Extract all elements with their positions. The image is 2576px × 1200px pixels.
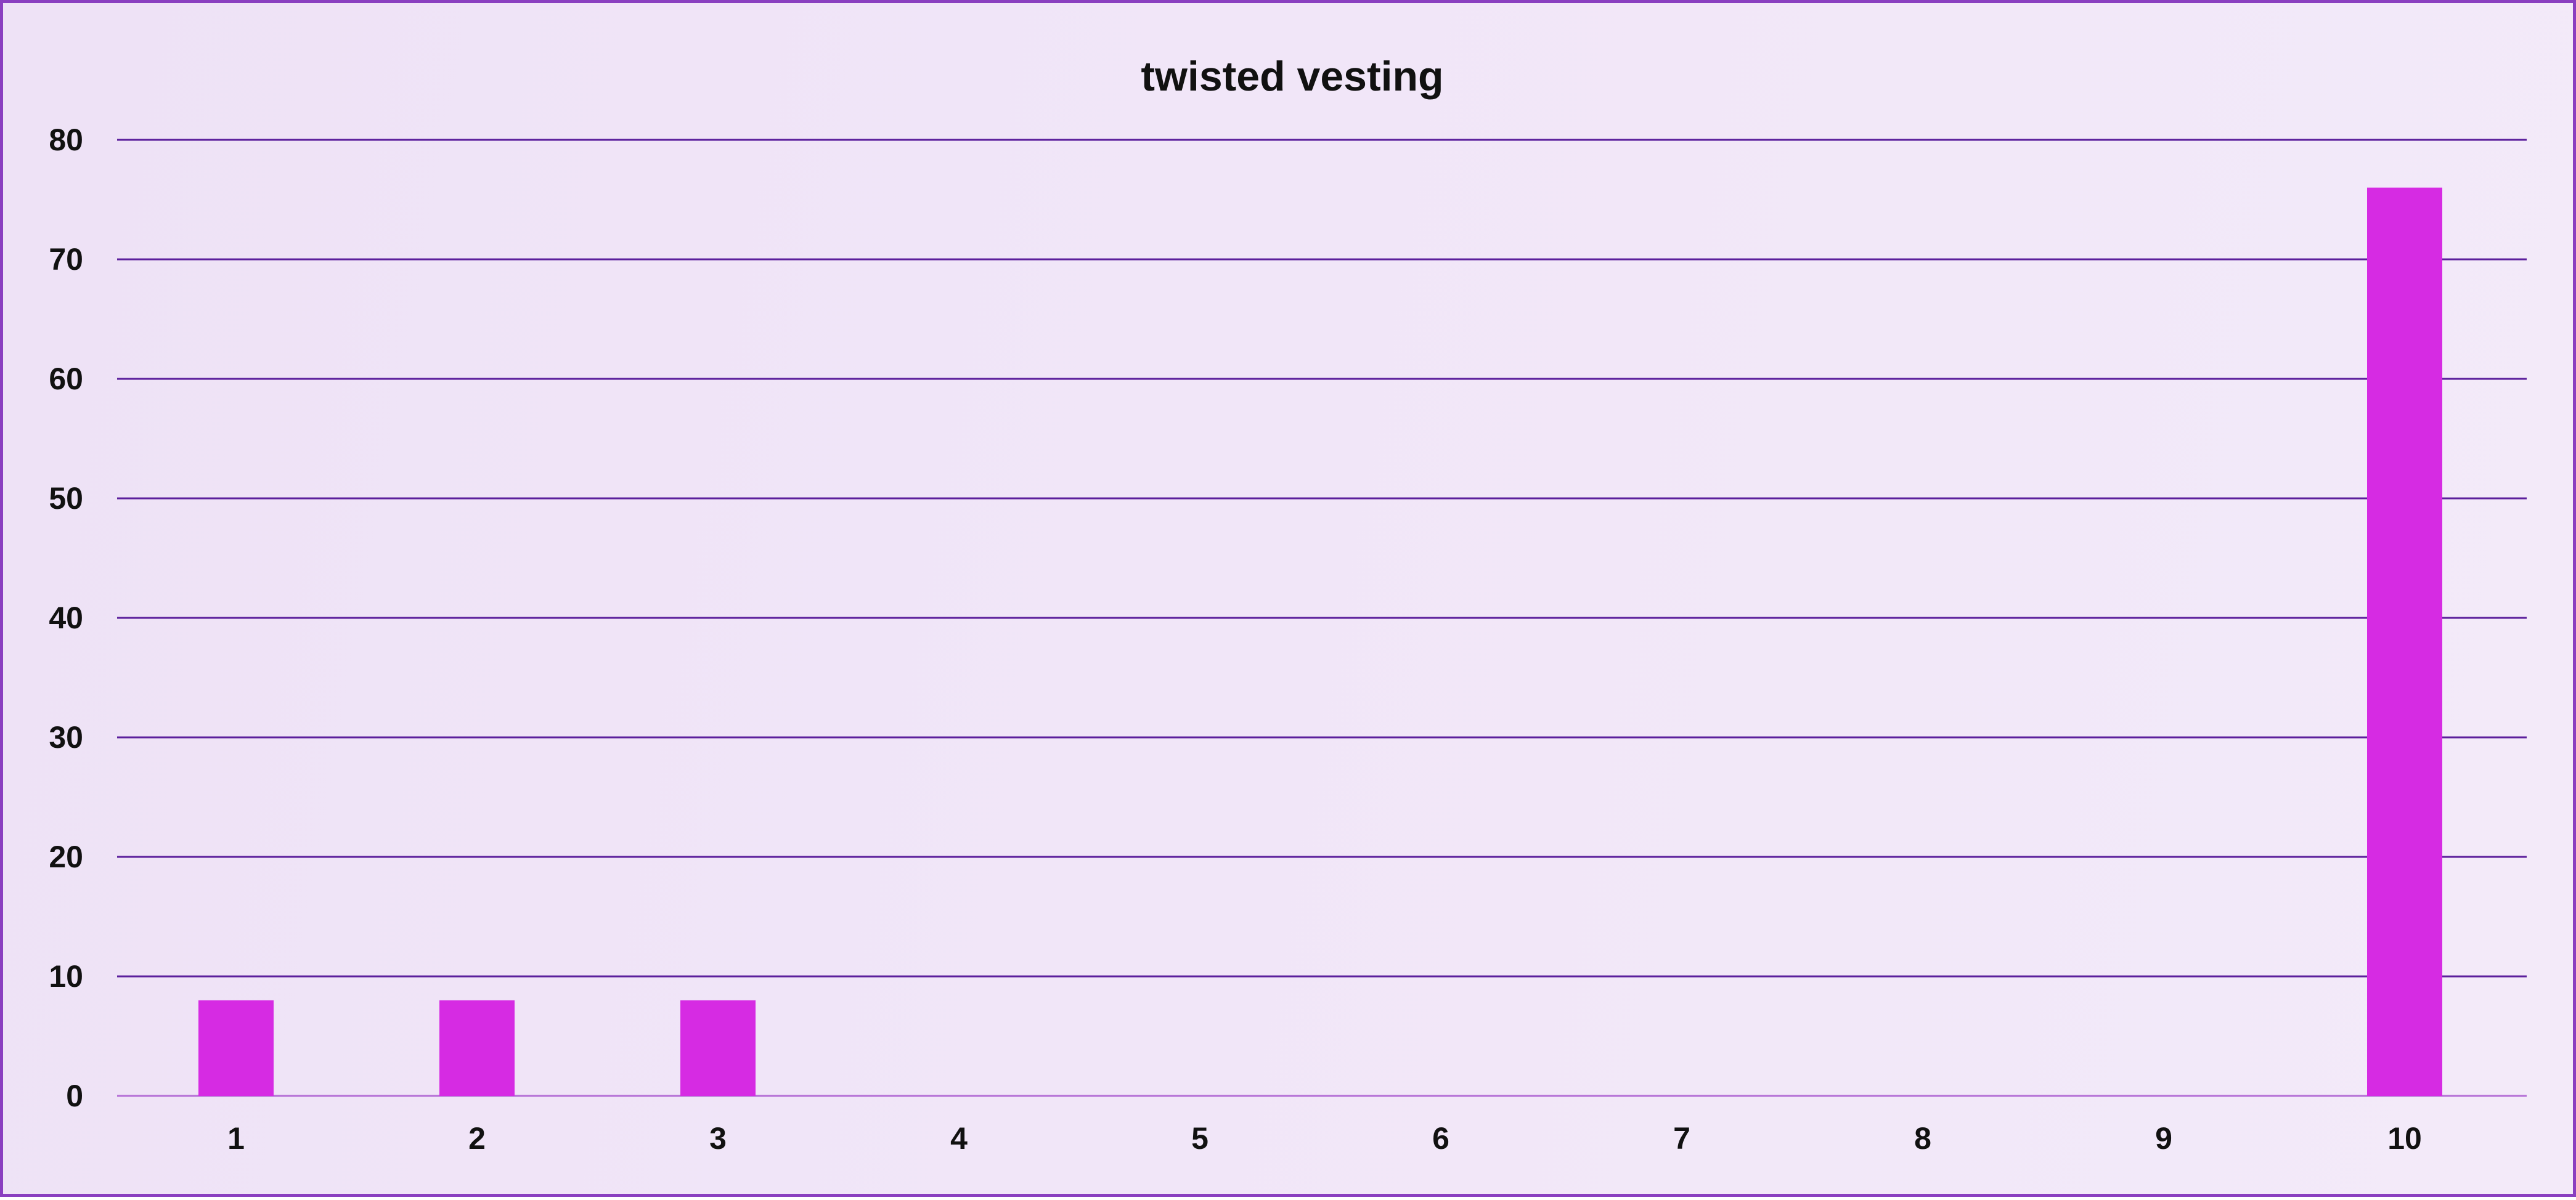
- bar-10: [2367, 187, 2442, 1097]
- y-tick-label: 70: [49, 242, 83, 277]
- y-tick-label: 40: [49, 601, 83, 635]
- bars: [198, 187, 2442, 1097]
- y-tick-label: 30: [49, 720, 83, 755]
- y-tick-label: 50: [49, 481, 83, 516]
- x-tick-label: 6: [1432, 1121, 1449, 1156]
- chart-title: twisted vesting: [1141, 53, 1443, 100]
- x-axis-ticks: 1 2 3 4 5 6 7 8 9 10: [227, 1121, 2422, 1156]
- x-tick-label: 7: [1673, 1121, 1690, 1156]
- y-tick-label: 80: [49, 123, 83, 157]
- bar-1: [198, 1000, 274, 1096]
- y-tick-label: 20: [49, 840, 83, 874]
- x-tick-label: 4: [950, 1121, 968, 1156]
- y-tick-label: 0: [66, 1079, 83, 1113]
- bar-chart: twisted vesting 0 10 20 30 40 50 60 70 80 1 2 3 4 5 6…: [49, 53, 2527, 1156]
- y-tick-label: 10: [49, 959, 83, 994]
- y-axis-ticks: 0 10 20 30 40 50 60 70 80: [49, 123, 83, 1113]
- x-tick-label: 8: [1914, 1121, 1931, 1156]
- y-tick-label: 60: [49, 362, 83, 396]
- x-tick-label: 5: [1191, 1121, 1209, 1156]
- x-tick-label: 9: [2155, 1121, 2172, 1156]
- bar-2: [439, 1000, 515, 1096]
- bar-3: [680, 1000, 756, 1096]
- gridlines: [117, 139, 2527, 1097]
- x-tick-label: 1: [227, 1121, 245, 1156]
- x-tick-label: 2: [468, 1121, 486, 1156]
- x-tick-label: 10: [2387, 1121, 2422, 1156]
- x-tick-label: 3: [709, 1121, 727, 1156]
